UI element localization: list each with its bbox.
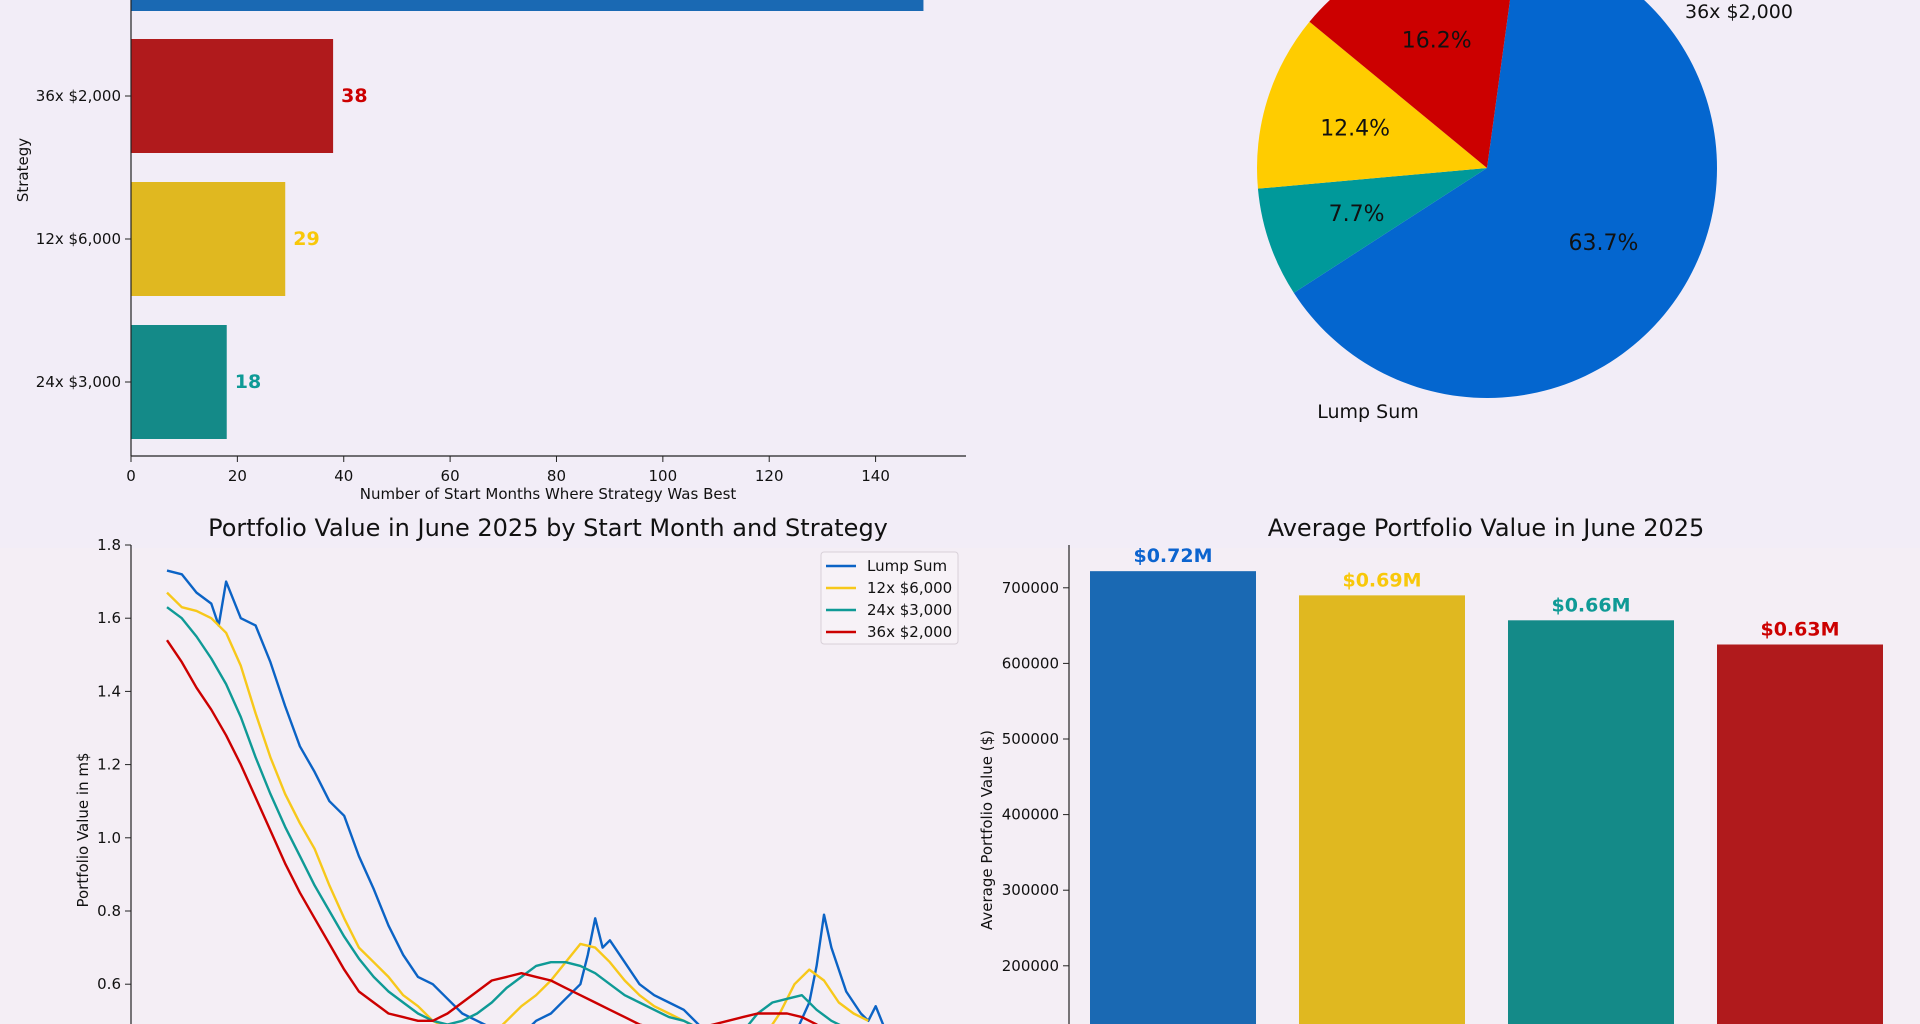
vbar-value-label: $0.72M — [1133, 545, 1212, 567]
pie-pct-label: 63.7% — [1568, 231, 1638, 256]
line-ylabel: Portfolio Value in m$ — [74, 752, 92, 907]
vbar-value-label: $0.69M — [1342, 569, 1421, 591]
best-strategy-share-pie: 63.7% 7.7% 12.4% 16.2% Lump Sum 36x $2,000 — [1257, 0, 1793, 423]
pie-slice-3 — [1309, 0, 1511, 168]
pie-outer-label: 36x $2,000 — [1685, 1, 1793, 23]
vbar-ytick-label: 500000 — [1002, 730, 1059, 748]
hbar-ylabel: Strategy — [14, 138, 32, 202]
hbar-xtick-label: 140 — [861, 467, 890, 485]
pie-slice-0 — [1293, 0, 1717, 398]
hbar-category-label: 24x $3,000 — [36, 373, 121, 391]
hbar-2 — [131, 182, 286, 296]
vbar-3 — [1717, 644, 1883, 1024]
line-ytick-label: 0.8 — [97, 902, 121, 920]
hbar-3 — [131, 325, 227, 439]
hbar-category-label: 36x $2,000 — [36, 87, 121, 105]
pie-pct-label: 16.2% — [1402, 28, 1472, 53]
pie-outer-label: Lump Sum — [1317, 401, 1419, 423]
vbar-2 — [1508, 620, 1674, 1024]
line-series-lump — [166, 569, 885, 1024]
line-ytick-label: 1.6 — [97, 609, 121, 627]
line-ytick-label: 1.0 — [97, 829, 121, 847]
hbar-xtick-label: 80 — [547, 467, 566, 485]
line-series-twelve — [166, 591, 869, 1024]
vbar-ytick-label: 300000 — [1002, 881, 1059, 899]
average-portfolio-value-chart: Average Portfolio Value in June 2025 2000… — [978, 514, 1883, 1024]
hbar-xlabel: Number of Start Months Where Strategy Wa… — [360, 485, 737, 503]
vbar-value-label: $0.63M — [1760, 619, 1839, 641]
hbar-0 — [131, 0, 924, 11]
hbar-xtick-label: 20 — [228, 467, 247, 485]
vbar-chart-title: Average Portfolio Value in June 2025 — [1268, 514, 1705, 542]
line-ytick-label: 1.4 — [97, 682, 121, 700]
legend-label: 36x $2,000 — [867, 623, 952, 641]
pie-slice-1 — [1257, 168, 1487, 293]
hbar-xtick-label: 40 — [334, 467, 353, 485]
legend-label: 24x $3,000 — [867, 601, 952, 619]
vbar-0 — [1090, 571, 1256, 1024]
vbar-ytick-label: 400000 — [1002, 806, 1059, 824]
pie-pct-label: 7.7% — [1329, 202, 1385, 227]
vbar-value-label: $0.66M — [1551, 594, 1630, 616]
legend-label: 12x $6,000 — [867, 579, 952, 597]
line-ytick-label: 1.8 — [97, 536, 121, 554]
hbar-category-label: 12x $6,000 — [36, 230, 121, 248]
line-ytick-label: 1.2 — [97, 756, 121, 774]
portfolio-value-line-chart: Portfolio Value in June 2025 by Start Mo… — [74, 514, 959, 1024]
hbar-value-label: 29 — [293, 228, 319, 250]
line-chart-title: Portfolio Value in June 2025 by Start Mo… — [208, 514, 888, 542]
pie-slice-2 — [1257, 21, 1487, 189]
hbar-xtick-label: 0 — [126, 467, 136, 485]
line-series-twentyfour — [166, 606, 841, 1024]
hbar-value-label: 38 — [341, 85, 367, 107]
hbar-xtick-label: 60 — [441, 467, 460, 485]
hbar-xtick-label: 100 — [649, 467, 678, 485]
line-series-thirtysix — [166, 639, 818, 1024]
vbar-ytick-label: 200000 — [1002, 957, 1059, 975]
legend-label: Lump Sum — [867, 557, 947, 575]
pie-pct-label: 12.4% — [1320, 116, 1390, 141]
vbar-1 — [1299, 595, 1465, 1024]
line-ytick-label: 0.6 — [97, 975, 121, 993]
vbar-ytick-label: 700000 — [1002, 579, 1059, 597]
hbar-xtick-label: 120 — [755, 467, 784, 485]
line-legend — [820, 551, 959, 645]
vbar-ytick-label: 600000 — [1002, 654, 1059, 672]
vbar-ylabel: Average Portfolio Value ($) — [978, 730, 996, 930]
hbar-1 — [131, 39, 334, 153]
hbar-value-label: 18 — [235, 371, 261, 393]
